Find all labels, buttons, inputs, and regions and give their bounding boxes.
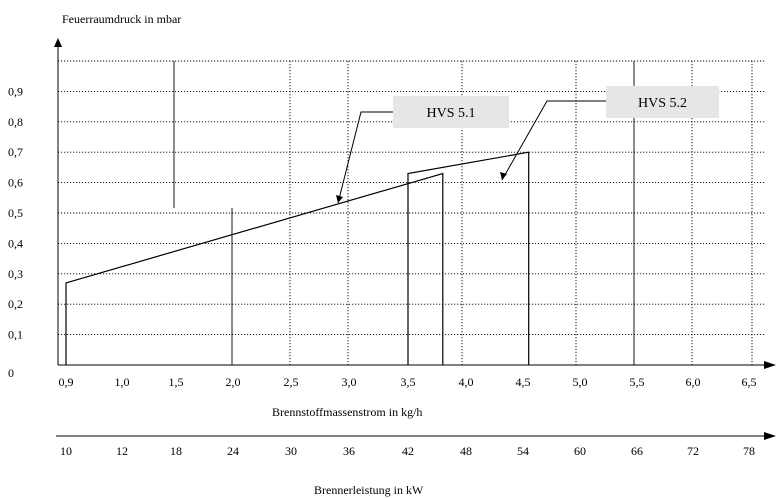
y-tick-label: 0,8: [8, 115, 23, 129]
x2-tick-label: 30: [285, 444, 297, 458]
x2-axis-arrow: [764, 432, 776, 440]
axes: [54, 38, 776, 440]
x2-tick-label: 24: [227, 444, 239, 458]
x-tick-label: 3,5: [401, 375, 416, 389]
x2-tick-label: 18: [170, 444, 182, 458]
x-tick-label: 5,5: [630, 375, 645, 389]
legend-arrowhead: [336, 195, 343, 203]
x2-tick-label: 42: [402, 444, 414, 458]
x-tick-label: 1,0: [115, 375, 130, 389]
x2-tick-label: 54: [517, 444, 529, 458]
x2-tick-label: 10: [60, 444, 72, 458]
legend-leader-line: [501, 100, 606, 181]
x2-tick-label: 12: [116, 444, 128, 458]
legend-box: [393, 96, 509, 128]
x-tick-label: 4,0: [459, 375, 474, 389]
x-axis-arrow: [764, 361, 776, 369]
series-layer: [65, 151, 530, 365]
legend-label: HVS 5.1: [426, 106, 475, 121]
x-tick-label: 0,9: [59, 375, 74, 389]
x2-tick-label: 72: [687, 444, 699, 458]
y-tick-label: 0,4: [8, 236, 23, 250]
legend-box: [606, 86, 719, 118]
y-tick-label: 0,1: [8, 328, 23, 342]
y-tick-label: 0,6: [8, 176, 23, 190]
y-axis-arrow: [54, 38, 62, 47]
x2-tick-label: 48: [460, 444, 472, 458]
x-tick-label: 6,0: [686, 375, 701, 389]
y-tick-label: 0,7: [8, 145, 23, 159]
x-axis-title: Brennstoffmassenstrom in kg/h: [272, 405, 422, 419]
legend-layer: HVS 5.1 HVS 5.2: [336, 86, 719, 204]
legend-arrowhead: [500, 172, 507, 180]
labels-layer: 0 0,1 0,2 0,3 0,4 0,5 0,6 0,7 0,8 0,9 0,9 1,0 1,5 2,0…: [8, 84, 757, 458]
y-tick-label: 0,9: [8, 84, 23, 98]
x-tick-label: 6,5: [742, 375, 757, 389]
x2-axis-title: Brennerleistung in kW: [314, 483, 424, 497]
x2-tick-label: 66: [631, 444, 643, 458]
x2-tick-label: 36: [343, 444, 355, 458]
y-tick-label: 0,5: [8, 206, 23, 220]
x-tick-label: 3,0: [342, 375, 357, 389]
y-tick-label: 0,2: [8, 297, 23, 311]
series-line: [407, 151, 530, 365]
x2-tick-label: 78: [743, 444, 755, 458]
x-tick-label: 1,5: [169, 375, 184, 389]
x2-tick-label: 60: [574, 444, 586, 458]
legend-leader-line: [337, 111, 393, 204]
x-tick-label: 4,5: [516, 375, 531, 389]
y-tick-label: 0: [8, 366, 14, 380]
legend-label: HVS 5.2: [638, 96, 687, 111]
y-tick-label: 0,3: [8, 267, 23, 281]
x-tick-label: 2,5: [284, 375, 299, 389]
x-tick-label: 2,0: [226, 375, 241, 389]
y-axis-title: Feuerraumdruck in mbar: [62, 12, 181, 26]
series-line: [65, 172, 444, 365]
x-tick-label: 5,0: [573, 375, 588, 389]
